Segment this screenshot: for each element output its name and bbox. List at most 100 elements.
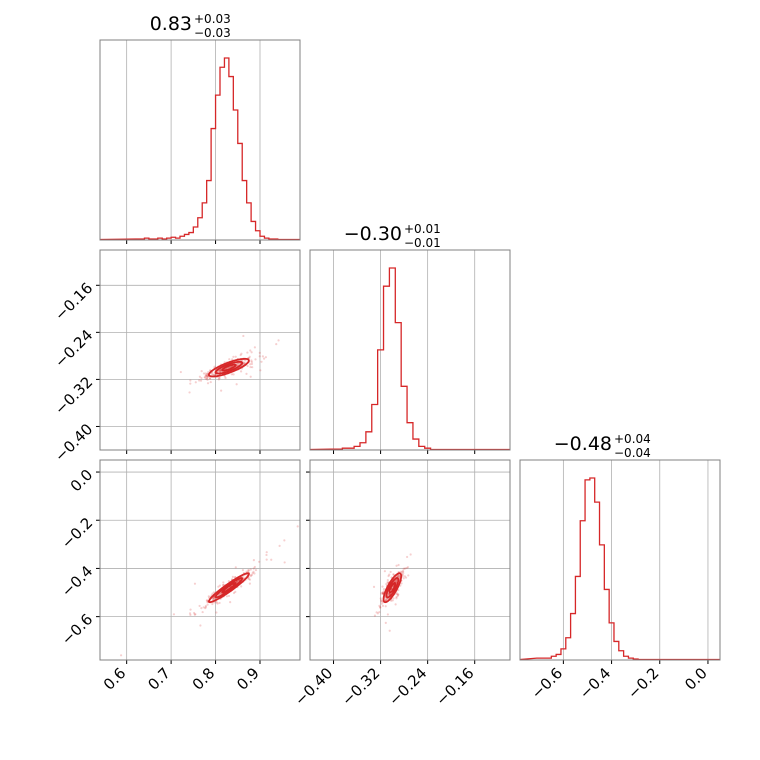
sample-point — [208, 377, 212, 380]
sample-point — [394, 580, 397, 583]
sample-point — [379, 606, 382, 609]
sample-point — [239, 370, 243, 373]
sample-point — [204, 372, 207, 375]
scatter-panel-1-2 — [306, 459, 511, 664]
sample-point — [386, 581, 389, 584]
scatter-panel-0-1 — [96, 249, 301, 454]
sample-point — [396, 593, 399, 596]
sample-point — [381, 592, 384, 595]
sample-point — [223, 375, 227, 378]
sample-point — [218, 370, 222, 373]
sample-point — [205, 373, 209, 376]
contour-level-0 — [221, 581, 237, 594]
x-tick-label: −0.6 — [528, 664, 566, 702]
sample-point — [387, 574, 390, 578]
sample-point — [249, 363, 252, 366]
sample-point — [198, 379, 201, 382]
sample-point — [395, 592, 398, 596]
sample-point — [230, 373, 233, 376]
sample-point — [378, 604, 381, 608]
y-tick-label: −0.40 — [51, 420, 96, 465]
panel-frame — [99, 249, 301, 451]
sample-point — [277, 339, 280, 342]
sample-point — [383, 570, 386, 573]
sample-point — [380, 592, 383, 595]
sample-point — [219, 369, 222, 372]
sample-point — [240, 352, 243, 355]
sample-point — [398, 575, 401, 578]
sample-point — [278, 544, 281, 547]
sample-point — [296, 525, 299, 528]
sample-point — [399, 570, 403, 573]
sample-point — [202, 372, 206, 375]
sample-point — [192, 611, 196, 615]
sample-point — [246, 364, 249, 368]
scatter-content — [119, 525, 299, 657]
sample-point — [204, 374, 207, 377]
param-title-plus-0: +0.03 — [194, 12, 231, 26]
x-tick-label: −0.16 — [432, 664, 477, 709]
x-tick-label: 0.8 — [189, 664, 219, 694]
sample-point — [245, 570, 248, 573]
sample-point — [228, 358, 231, 361]
sample-point — [229, 601, 232, 604]
sample-point — [189, 382, 192, 385]
sample-point — [222, 583, 225, 587]
sample-point — [242, 334, 245, 338]
panel-frame — [99, 39, 301, 241]
sample-point — [400, 571, 403, 574]
sample-point — [403, 567, 407, 570]
contour-level-1 — [214, 360, 244, 375]
sample-point — [194, 613, 197, 616]
sample-point — [392, 597, 395, 600]
sample-point — [232, 373, 235, 376]
sample-point — [200, 376, 203, 380]
scatter-panel-0-2 — [96, 459, 301, 664]
sample-point — [380, 600, 383, 603]
sample-point — [397, 563, 400, 567]
sample-point — [252, 570, 255, 573]
sample-point — [234, 566, 237, 569]
sample-point — [262, 357, 266, 360]
sample-point — [401, 574, 404, 577]
sample-point — [172, 613, 176, 616]
param-title-minus-1: −0.01 — [404, 236, 441, 250]
sample-point — [199, 624, 202, 627]
sample-point — [405, 555, 409, 559]
sample-point — [212, 598, 215, 601]
sample-point — [232, 355, 235, 358]
contour-level-1 — [214, 577, 244, 599]
sample-point — [188, 391, 191, 394]
x-tick-label: −0.32 — [338, 664, 383, 709]
sample-point — [248, 578, 252, 581]
sample-point — [375, 611, 378, 614]
sample-point — [259, 369, 262, 372]
sample-point — [212, 597, 216, 601]
x-tick-label: −0.40 — [291, 664, 336, 709]
sample-point — [386, 613, 389, 616]
param-title-minus-2: −0.04 — [614, 446, 651, 460]
sample-point — [253, 565, 256, 569]
sample-point — [207, 595, 210, 598]
sample-point — [193, 613, 196, 616]
sample-point — [201, 610, 204, 614]
sample-point — [250, 360, 253, 364]
sample-point — [392, 573, 395, 576]
sample-point — [249, 375, 252, 378]
sample-point — [402, 567, 405, 570]
sample-point — [205, 374, 208, 378]
sample-point — [206, 382, 210, 385]
x-tick-label: −0.4 — [576, 664, 614, 702]
scatter-content — [179, 334, 280, 394]
sample-point — [232, 591, 236, 595]
sample-point — [275, 343, 278, 346]
sample-point — [234, 575, 237, 579]
sample-point — [261, 355, 264, 358]
sample-point — [253, 346, 256, 349]
sample-point — [208, 377, 212, 380]
sample-point — [248, 355, 251, 358]
sample-point — [217, 376, 220, 379]
sample-point — [217, 370, 221, 373]
sample-point — [220, 389, 223, 392]
sample-point — [384, 605, 387, 608]
